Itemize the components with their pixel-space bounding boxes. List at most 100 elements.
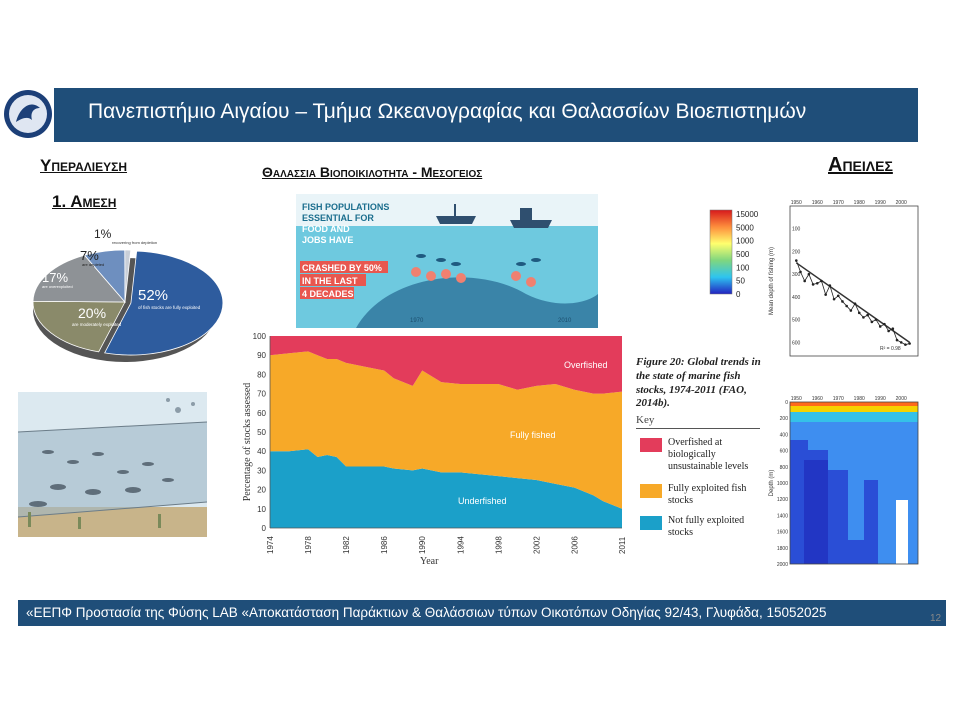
colorbar-label: 1000 (736, 237, 754, 246)
area-xtick: 1990 (418, 536, 427, 554)
scatter-point (862, 316, 865, 319)
scatter-ytick: 400 (792, 295, 801, 301)
heatmap-ytick: 400 (780, 432, 789, 438)
page-number: 12 (930, 613, 942, 624)
scatter-point (815, 281, 819, 285)
area-ytick: 80 (257, 370, 266, 379)
colorbar-label: 0 (736, 290, 741, 299)
depth-heatmap-chart: 1950 1960 1970 1980 1990 2000 0 200 400 600 800 100… (769, 396, 919, 568)
area-series-overfished (270, 336, 622, 394)
area-ytick: 70 (257, 390, 266, 399)
scatter-point (828, 284, 832, 287)
key-divider (636, 428, 760, 429)
heatmap-ytick: 1600 (777, 530, 788, 536)
scatter-point (870, 320, 874, 324)
pie-slice-4 (124, 249, 132, 303)
area-label-fully: Fully fished (510, 430, 556, 440)
area-xtick: 1978 (304, 536, 313, 554)
pie-label-7-percent: 7% (80, 248, 99, 263)
fishing-depth-scatter-chart: 1950 1960 1970 1980 1990 2000 100 200 300 400 500 6… (769, 200, 919, 357)
colorbar-label: 5000 (736, 223, 754, 232)
area-ytick: 50 (257, 428, 266, 437)
key-label-under: Not fully exploited stocks (668, 515, 745, 538)
header-title: Πανεπιστήμιο Αιγαίου – Τμήμα Ωκεανογραφί… (88, 100, 807, 123)
pie-slice-1 (32, 300, 126, 353)
infographic-line-2: ESSENTIAL FOR (302, 213, 374, 223)
scatter-point (874, 318, 878, 321)
scatter-point (853, 302, 857, 306)
scatter-point (908, 342, 911, 345)
scatter-point (883, 322, 886, 326)
colorbar-label: 50 (736, 277, 745, 286)
scatter-point (845, 304, 848, 308)
heatmap-xtick: 1980 (854, 396, 865, 402)
heatmap-xtick: 1990 (875, 396, 886, 402)
pie-label-1-text: recovering from depletion (112, 240, 157, 245)
area-xtick: 1986 (380, 536, 389, 554)
left-section-title: Υπεραλιευση (40, 156, 128, 175)
area-xtick: 1982 (342, 536, 351, 554)
scatter-xtick: 1960 (812, 200, 823, 206)
area-xtick: 2006 (570, 536, 579, 554)
heatmap-ytick: 1400 (777, 513, 788, 519)
scatter-point (799, 270, 802, 274)
area-ytick: 20 (257, 486, 266, 495)
scatter-r2-annotation: R² = 0.98 (880, 346, 901, 352)
pie-label-52-percent: 52% (138, 287, 168, 304)
scatter-point (807, 272, 811, 276)
fish-population-infographic: FISH POPULATIONS ESSENTIAL FOR FOOD AND … (296, 194, 598, 328)
scatter-point (841, 300, 844, 303)
scatter-ytick: 600 (792, 340, 801, 346)
scatter-xtick: 1950 (791, 200, 802, 206)
infographic-highlight-2: IN THE LAST (302, 276, 358, 286)
footer-banner: «ΕΕΠΦ Προστασία της Φύσης LAB «Αποκατάστ… (18, 600, 946, 626)
right-section-title: Απειλες (828, 154, 893, 176)
scatter-xtick: 2000 (896, 200, 907, 206)
area-series-underfished (270, 449, 622, 528)
scatter-point (899, 341, 903, 344)
scatter-point (794, 259, 798, 262)
area-y-axis-label: Percentage of stocks assessed (242, 383, 253, 502)
heatmap-xtick: 2000 (896, 396, 907, 402)
scatter-point (832, 297, 836, 301)
pie-label-52-text: of fish stocks are fully exploited (138, 305, 201, 310)
center-section-title: Θαλασσια Βιοποικιλοτητα - Μεσογειος (262, 164, 483, 180)
key-label-fully: Fully exploited fish stocks (668, 483, 747, 506)
infographic-line-3: FOOD AND (302, 224, 350, 234)
subsection-title: 1. Αμεση (52, 192, 117, 211)
pie-label-17-text: are overexploited (42, 284, 73, 289)
area-xtick: 1994 (456, 536, 465, 554)
area-xtick: 2002 (532, 536, 541, 554)
university-logo (4, 90, 52, 138)
pie-slice-0 (104, 250, 224, 356)
area-ytick: 60 (257, 409, 266, 418)
key-label-overfished: Overfished at biologically unsustainable… (668, 437, 749, 472)
colorbar-label: 15000 (736, 210, 759, 219)
infographic-year-right: 2010 (558, 318, 572, 324)
key-swatch-under (640, 516, 662, 530)
area-ytick: 100 (253, 332, 267, 341)
fish-stocks-area-chart: 0 10 20 30 40 50 60 70 80 90 100 1974 1978 1982 1986 1… (242, 332, 627, 567)
scatter-fit-line (795, 262, 911, 343)
area-label-overfished: Overfished (564, 360, 608, 370)
heatmap-ytick: 800 (780, 465, 789, 471)
area-ytick: 90 (257, 351, 266, 360)
scatter-xtick: 1970 (833, 200, 844, 206)
heatmap-ytick: 0 (785, 400, 788, 406)
scatter-point (878, 325, 882, 328)
fishing-net-illustration (18, 392, 207, 537)
heatmap-ytick: 2000 (777, 562, 788, 568)
scatter-ytick: 100 (792, 227, 801, 233)
colorbar-label: 100 (736, 263, 750, 272)
footer-text: «ΕΕΠΦ Προστασία της Φύσης LAB «Αποκατάστ… (26, 605, 827, 620)
scatter-point (803, 279, 806, 283)
area-xtick: 1974 (266, 536, 275, 554)
scatter-point (849, 309, 853, 312)
area-xtick: 1998 (494, 536, 503, 554)
infographic-line-1: FISH POPULATIONS (302, 202, 389, 212)
area-x-axis-label: Year (420, 556, 439, 567)
scatter-ytick: 500 (792, 318, 801, 324)
pie-slice-2 (32, 254, 126, 303)
fish-stocks-pie-chart: 1% recovering from depletion 7% are depl… (32, 227, 224, 362)
